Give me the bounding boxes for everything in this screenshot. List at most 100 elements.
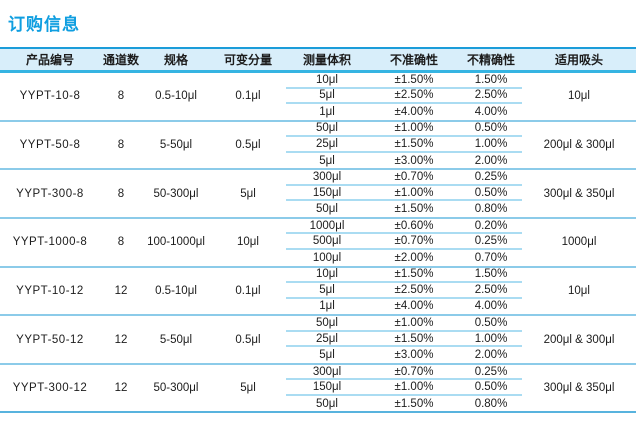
ordering-info-table: 产品编号 通道数 规格 可变分量 测量体积 不准确性 不精确性 适用吸头 YYP… [0,47,636,414]
inaccuracy-cell: ±4.00% [394,105,434,118]
inaccuracy-cell: ±1.50% [394,137,434,150]
imprecision-cell: 0.50% [474,316,508,329]
inaccuracy-cell: ±4.00% [394,300,434,313]
measurement-subrows: 50μl ±1.00% 0.50% 25μl ±1.50% 1.00% 5μl … [286,316,522,363]
imprecision-cell: 2.50% [474,89,508,102]
measurement-row: 5μl ±3.00% 2.00% [286,153,522,169]
spec-cell: 5-50μl [159,333,193,346]
product-id-cell: YYPT-50-12 [16,333,84,346]
imprecision-cell: 1.00% [474,137,508,150]
volume-cell: 5μl [319,89,335,102]
imprecision-cell: 0.25% [474,365,508,378]
measurement-row: 50μl ±1.00% 0.50% [286,316,522,332]
measurement-row: 25μl ±1.50% 1.00% [286,332,522,348]
imprecision-cell: 2.50% [474,283,508,296]
imprecision-cell: 0.50% [474,186,508,199]
inaccuracy-cell: ±0.60% [394,219,434,232]
volume-cell: 1μl [319,105,335,118]
imprecision-cell: 4.00% [474,105,508,118]
imprecision-cell: 4.00% [474,300,508,313]
measurement-row: 150μl ±1.00% 0.50% [286,186,522,202]
imprecision-cell: 0.70% [474,251,508,264]
product-id-cell: YYPT-10-12 [16,284,84,297]
table-row-group: YYPT-10-12 12 0.5-10μl 0.1μl 10μl ±1.50%… [0,268,636,317]
volume-cell: 50μl [316,316,338,329]
volume-cell: 300μl [312,171,342,184]
table-row-group: YYPT-10-8 8 0.5-10μl 0.1μl 10μl ±1.50% 1… [0,73,636,122]
measurement-row: 100μl ±2.00% 0.70% [286,250,522,266]
spec-cell: 100-1000μl [147,236,205,249]
measurement-subrows: 10μl ±1.50% 1.50% 5μl ±2.50% 2.50% 1μl ±… [286,268,522,315]
volume-cell: 5μl [319,349,335,362]
volume-cell: 1μl [319,300,335,313]
increment-cell: 0.1μl [235,90,261,103]
measurement-row: 10μl ±1.50% 1.50% [286,73,522,89]
imprecision-cell: 0.50% [474,122,508,135]
spec-cell: 50-300μl [153,187,199,200]
imprecision-cell: 2.00% [474,154,508,167]
tip-cell: 300μl & 350μl [543,187,615,200]
spec-cell: 5-50μl [159,138,193,151]
measurement-row: 10μl ±1.50% 1.50% [286,268,522,284]
inaccuracy-cell: ±2.50% [394,89,434,102]
page-title: 订购信息 [8,15,80,34]
table-row-group: YYPT-1000-8 8 100-1000μl 10μl 1000μl ±0.… [0,219,636,268]
header-inaccuracy: 不准确性 [389,53,438,67]
table-row-group: YYPT-50-8 8 5-50μl 0.5μl 50μl ±1.00% 0.5… [0,122,636,171]
product-id-cell: YYPT-10-8 [19,90,81,103]
inaccuracy-cell: ±1.00% [394,316,434,329]
volume-cell: 25μl [316,332,338,345]
increment-cell: 0.1μl [235,284,261,297]
header-imprecision: 不精确性 [466,53,515,67]
product-id-cell: YYPT-300-12 [12,382,88,395]
measurement-subrows: 1000μl ±0.60% 0.20% 500μl ±0.70% 0.25% 1… [286,219,522,266]
product-id-cell: YYPT-300-8 [16,187,84,200]
imprecision-cell: 0.25% [474,171,508,184]
channels-cell: 8 [117,187,125,200]
imprecision-cell: 1.00% [474,332,508,345]
table-header-row: 产品编号 通道数 规格 可变分量 测量体积 不准确性 不精确性 适用吸头 [0,49,636,73]
volume-cell: 5μl [319,283,335,296]
volume-cell: 1000μl [309,219,345,232]
measurement-row: 50μl ±1.50% 0.80% [286,201,522,217]
inaccuracy-cell: ±2.00% [394,251,434,264]
increment-cell: 10μl [237,236,259,249]
volume-cell: 100μl [312,251,342,264]
volume-cell: 500μl [312,235,342,248]
table-body: YYPT-10-8 8 0.5-10μl 0.1μl 10μl ±1.50% 1… [0,73,636,414]
table-row-group: YYPT-50-12 12 5-50μl 0.5μl 50μl ±1.00% 0… [0,316,636,365]
table-row-group: YYPT-300-8 8 50-300μl 5μl 300μl ±0.70% 0… [0,170,636,219]
channels-cell: 8 [117,138,125,151]
volume-cell: 50μl [316,203,338,216]
header-spec: 规格 [163,53,188,67]
inaccuracy-cell: ±1.00% [394,381,434,394]
header-product-id: 产品编号 [25,53,74,67]
product-id-cell: YYPT-1000-8 [12,236,88,249]
measurement-row: 25μl ±1.50% 1.00% [286,137,522,153]
volume-cell: 25μl [316,137,338,150]
measurement-subrows: 10μl ±1.50% 1.50% 5μl ±2.50% 2.50% 1μl ±… [286,73,522,120]
imprecision-cell: 0.25% [474,235,508,248]
channels-cell: 12 [114,284,128,297]
imprecision-cell: 0.80% [474,203,508,216]
header-increment: 可变分量 [223,53,272,67]
inaccuracy-cell: ±0.70% [394,171,434,184]
volume-cell: 5μl [319,154,335,167]
header-volume: 测量体积 [302,53,351,67]
product-id-cell: YYPT-50-8 [19,138,81,151]
measurement-row: 50μl ±1.50% 0.80% [286,396,522,412]
inaccuracy-cell: ±1.00% [394,122,434,135]
increment-cell: 0.5μl [235,333,261,346]
spec-cell: 50-300μl [153,382,199,395]
channels-cell: 12 [114,333,128,346]
volume-cell: 10μl [316,73,338,86]
inaccuracy-cell: ±0.70% [394,365,434,378]
measurement-subrows: 300μl ±0.70% 0.25% 150μl ±1.00% 0.50% 50… [286,365,522,412]
inaccuracy-cell: ±3.00% [394,349,434,362]
measurement-row: 1μl ±4.00% 4.00% [286,299,522,315]
measurement-row: 5μl ±2.50% 2.50% [286,283,522,299]
increment-cell: 0.5μl [235,138,261,151]
measurement-row: 50μl ±1.00% 0.50% [286,122,522,138]
measurement-row: 300μl ±0.70% 0.25% [286,170,522,186]
